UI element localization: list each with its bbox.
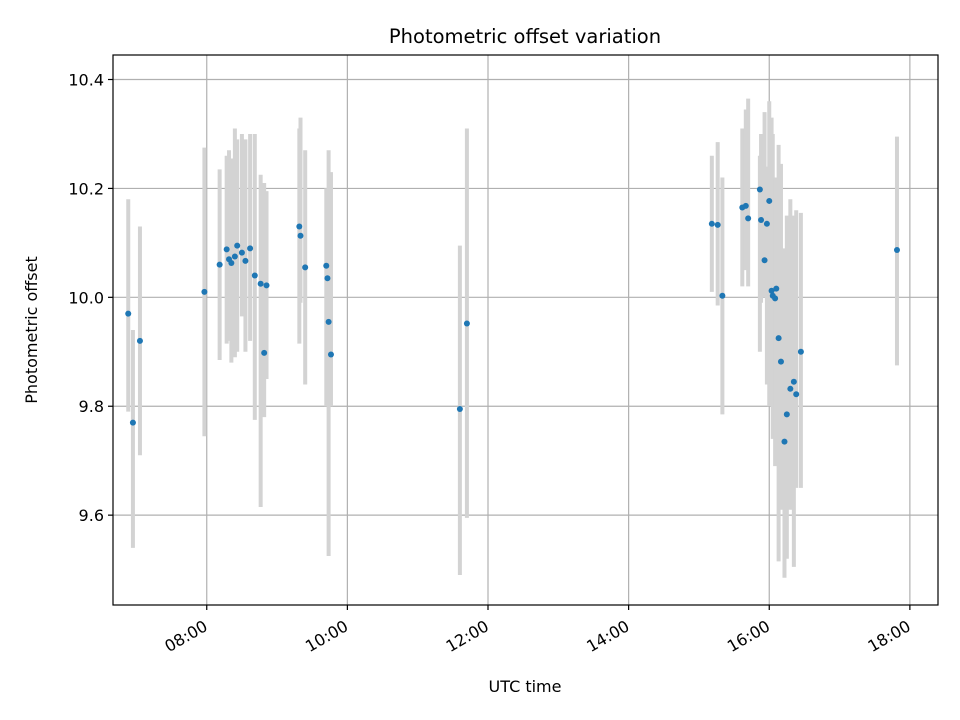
data-point <box>742 202 749 209</box>
data-point <box>766 197 773 204</box>
data-point <box>323 262 330 269</box>
data-point <box>257 280 264 287</box>
y-axis-label: Photometric offset <box>22 256 41 404</box>
y-tick-label: 9.8 <box>79 397 104 416</box>
data-point <box>756 186 763 193</box>
data-point <box>136 337 143 344</box>
data-point <box>719 292 726 299</box>
data-point <box>238 249 245 256</box>
data-point <box>783 411 790 418</box>
x-axis-label: UTC time <box>489 677 562 696</box>
data-point <box>893 246 900 253</box>
data-point <box>761 257 768 264</box>
data-point <box>772 295 779 302</box>
data-point <box>228 260 235 267</box>
y-tick-label: 10.2 <box>68 179 104 198</box>
data-point <box>787 385 794 392</box>
data-point <box>781 438 788 445</box>
data-point <box>296 223 303 230</box>
data-point <box>223 246 230 253</box>
axes-frame <box>112 54 939 606</box>
data-point <box>758 217 765 223</box>
y-tick-label: 10.0 <box>68 288 104 307</box>
data-point <box>775 335 782 342</box>
chart-title: Photometric offset variation <box>389 25 661 48</box>
data-point <box>777 358 784 365</box>
data-point <box>263 282 270 289</box>
data-point <box>251 272 258 279</box>
data-point <box>793 391 800 398</box>
data-point <box>242 257 249 264</box>
data-point <box>768 287 775 294</box>
data-point <box>456 405 463 412</box>
data-point <box>125 310 132 317</box>
y-axis-ticks: 9.6 9.8 10.0 10.2 10.4 <box>68 71 113 525</box>
data-point <box>773 285 780 292</box>
data-point <box>797 348 804 355</box>
data-points <box>125 186 900 445</box>
data-point <box>129 419 136 426</box>
data-point <box>234 242 241 249</box>
data-point <box>763 220 770 227</box>
data-point <box>324 275 331 282</box>
data-point <box>325 318 332 325</box>
data-point <box>231 253 238 260</box>
data-point <box>201 288 208 295</box>
data-point <box>261 349 268 356</box>
data-point <box>745 215 752 222</box>
data-point <box>714 221 721 228</box>
y-tick-label: 10.4 <box>68 71 104 90</box>
data-point <box>302 264 309 271</box>
data-point <box>297 232 304 239</box>
data-point <box>463 320 470 327</box>
y-tick-label: 9.6 <box>79 506 104 525</box>
data-point <box>247 245 254 252</box>
data-point <box>790 378 797 385</box>
data-point <box>708 220 715 227</box>
data-point <box>327 351 334 358</box>
data-point <box>216 261 223 268</box>
